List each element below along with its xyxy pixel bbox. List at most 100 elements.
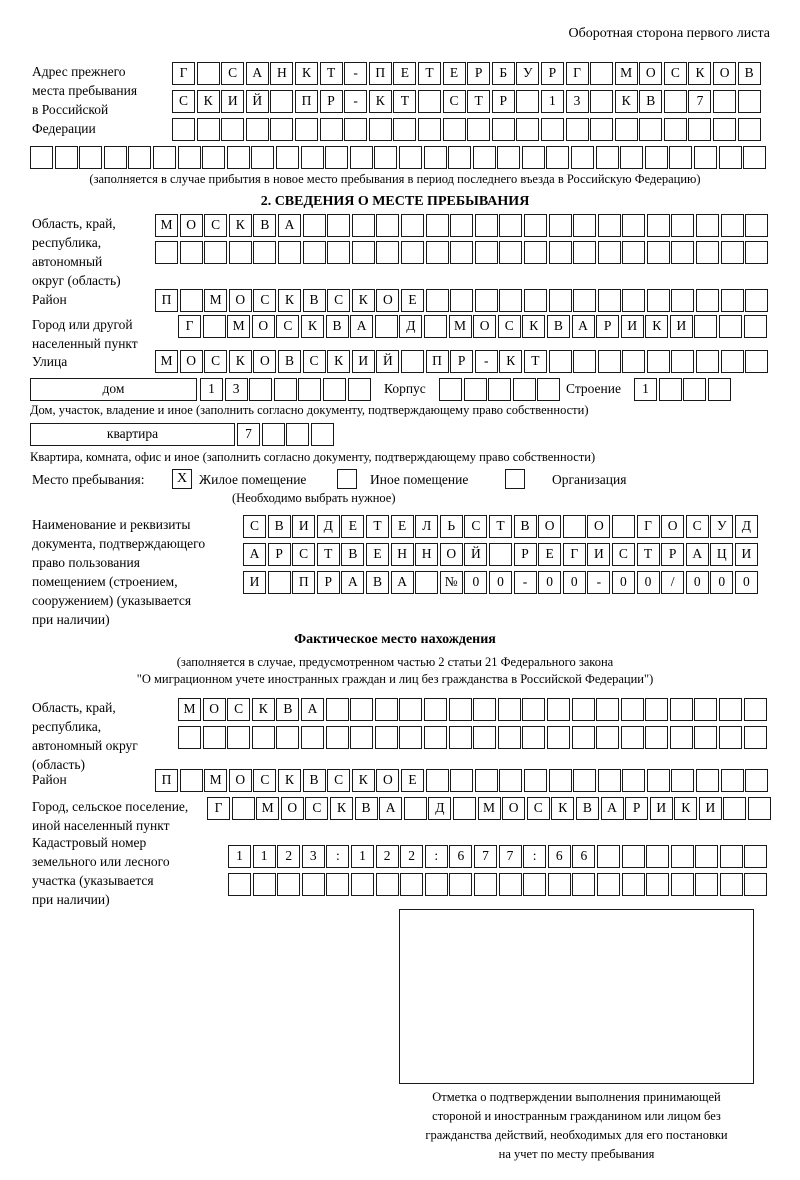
char-cell[interactable]: А <box>243 543 266 566</box>
char-cell[interactable] <box>152 146 176 169</box>
char-cell[interactable]: С <box>327 289 351 312</box>
char-cell[interactable]: Ц <box>710 543 734 566</box>
char-cell[interactable] <box>270 90 294 113</box>
char-cell[interactable] <box>326 873 350 896</box>
char-cell[interactable]: К <box>351 769 375 792</box>
char-cell[interactable]: М <box>477 797 501 820</box>
char-cell[interactable]: Р <box>467 62 491 85</box>
char-cell[interactable] <box>202 726 226 749</box>
char-cell[interactable] <box>374 726 398 749</box>
char-cell[interactable] <box>516 90 540 113</box>
char-cell[interactable] <box>325 726 349 749</box>
char-cell[interactable]: А <box>277 214 301 237</box>
char-cell[interactable]: 3 <box>565 90 589 113</box>
stay-place-option-other-checkbox[interactable] <box>337 469 357 489</box>
char-cell[interactable] <box>745 769 769 792</box>
char-cell[interactable]: И <box>292 515 316 538</box>
char-cell[interactable]: Т <box>365 515 389 538</box>
char-cell[interactable]: О <box>473 315 497 338</box>
char-cell[interactable]: П <box>294 90 318 113</box>
char-cell[interactable]: И <box>669 315 693 338</box>
char-cell[interactable]: Й <box>245 90 269 113</box>
char-cell[interactable] <box>620 726 644 749</box>
char-cell[interactable] <box>449 873 473 896</box>
char-cell[interactable]: 7 <box>473 845 497 868</box>
char-cell[interactable] <box>696 350 720 373</box>
char-cell[interactable] <box>573 289 597 312</box>
char-cell[interactable]: 6 <box>547 845 571 868</box>
char-cell[interactable] <box>645 698 669 721</box>
char-cell[interactable]: Г <box>207 797 230 820</box>
char-cell[interactable] <box>621 845 645 868</box>
char-cell[interactable] <box>467 118 491 141</box>
char-cell[interactable]: О <box>713 62 737 85</box>
char-cell[interactable] <box>350 726 374 749</box>
char-cell[interactable] <box>646 289 670 312</box>
char-cell[interactable]: 0 <box>734 571 758 594</box>
char-cell[interactable] <box>671 769 695 792</box>
stay-place-option-residential-checkbox[interactable]: X <box>172 469 192 489</box>
char-cell[interactable] <box>523 769 547 792</box>
char-cell[interactable] <box>571 726 595 749</box>
char-cell[interactable]: С <box>204 214 228 237</box>
char-cell[interactable]: 1 <box>634 378 657 401</box>
char-cell[interactable]: К <box>277 769 301 792</box>
char-cell[interactable] <box>294 118 318 141</box>
char-cell[interactable] <box>546 146 570 169</box>
char-cell[interactable] <box>571 698 595 721</box>
char-cell[interactable]: 7 <box>237 423 260 446</box>
char-cell[interactable]: С <box>611 543 635 566</box>
char-cell[interactable]: Е <box>341 515 365 538</box>
char-cell[interactable] <box>202 315 226 338</box>
char-cell[interactable] <box>688 118 712 141</box>
char-cell[interactable]: Д <box>316 515 340 538</box>
char-cell[interactable] <box>744 845 768 868</box>
char-cell[interactable]: Т <box>393 90 417 113</box>
char-cell[interactable] <box>562 515 586 538</box>
char-cell[interactable]: О <box>587 515 611 538</box>
char-cell[interactable] <box>439 378 462 401</box>
char-cell[interactable] <box>548 350 572 373</box>
char-cell[interactable]: № <box>439 571 463 594</box>
char-cell[interactable] <box>720 241 744 264</box>
char-cell[interactable]: С <box>663 62 687 85</box>
char-cell[interactable] <box>596 845 620 868</box>
char-cell[interactable] <box>743 146 767 169</box>
char-cell[interactable]: / <box>661 571 685 594</box>
char-cell[interactable] <box>179 241 203 264</box>
char-cell[interactable] <box>546 698 570 721</box>
char-cell[interactable]: В <box>276 698 300 721</box>
char-cell[interactable] <box>745 241 769 264</box>
char-cell[interactable]: 0 <box>685 571 709 594</box>
char-cell[interactable]: Й <box>464 543 488 566</box>
char-cell[interactable] <box>245 118 269 141</box>
char-cell[interactable]: А <box>379 797 403 820</box>
char-cell[interactable] <box>499 214 523 237</box>
char-cell[interactable]: В <box>639 90 663 113</box>
char-cell[interactable]: А <box>245 62 269 85</box>
char-cell[interactable]: О <box>639 62 663 85</box>
char-cell[interactable]: С <box>442 90 466 113</box>
char-cell[interactable] <box>718 146 742 169</box>
char-cell[interactable]: А <box>685 543 709 566</box>
char-cell[interactable] <box>669 726 693 749</box>
char-cell[interactable] <box>450 289 474 312</box>
char-cell[interactable] <box>743 726 767 749</box>
char-cell[interactable] <box>277 241 301 264</box>
char-cell[interactable] <box>620 698 644 721</box>
char-cell[interactable] <box>204 241 228 264</box>
char-cell[interactable] <box>611 515 635 538</box>
char-cell[interactable] <box>497 726 521 749</box>
char-cell[interactable]: О <box>439 543 463 566</box>
char-cell[interactable] <box>155 241 178 264</box>
char-cell[interactable] <box>696 289 720 312</box>
char-cell[interactable] <box>228 241 252 264</box>
char-cell[interactable] <box>499 241 523 264</box>
char-cell[interactable] <box>745 289 769 312</box>
char-cell[interactable] <box>499 289 523 312</box>
char-cell[interactable]: Е <box>400 289 424 312</box>
char-cell[interactable]: В <box>302 289 326 312</box>
char-cell[interactable] <box>595 146 619 169</box>
char-cell[interactable]: К <box>499 350 523 373</box>
